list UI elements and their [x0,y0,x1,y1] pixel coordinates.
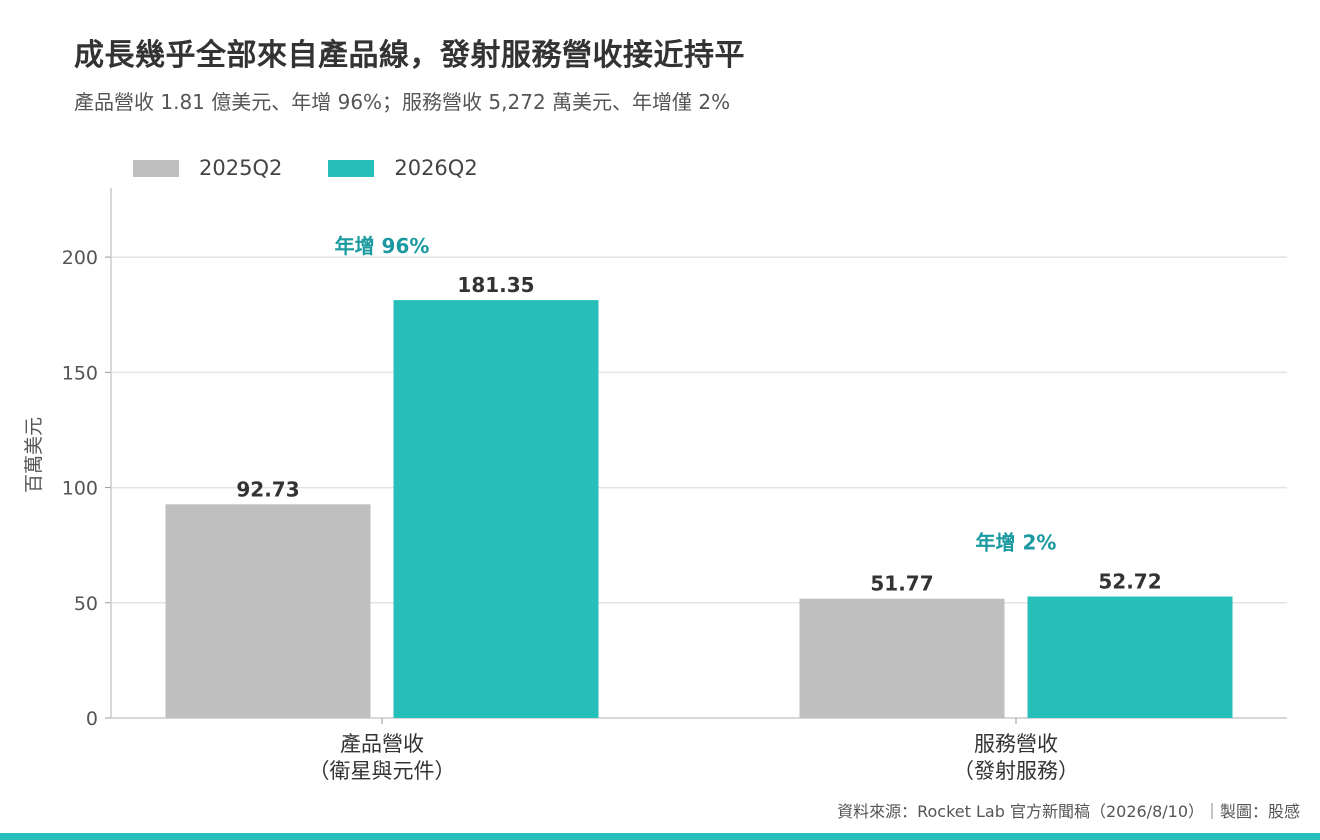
bar-2026q2-service [1027,596,1233,718]
data-label-2026q2-service: 52.72 [1098,570,1161,594]
yoy-annotation-service: 年增 2% [976,531,1057,555]
category-sublabel-product: （衛星與元件） [309,759,456,783]
y-axis-label: 百萬美元 [23,417,45,493]
category-sublabel-service: （發射服務） [953,759,1079,783]
legend-label-2026q2: 2026Q2 [394,156,478,180]
data-label-2025q2-product: 92.73 [236,477,299,501]
legend-item-2026q2: 2026Q2 [328,156,478,180]
data-label-2026q2-product: 181.35 [457,273,534,297]
category-label-product: 產品營收 [340,732,424,756]
yoy-annotation-product: 年增 96% [335,234,430,258]
data-label-2025q2-service: 51.77 [870,572,933,596]
bar-2026q2-product [393,300,599,718]
chart-subtitle: 產品營收 1.81 億美元、年增 96%；服務營收 5,272 萬美元、年增僅 … [74,90,731,114]
bar-2025q2-product [165,504,371,718]
source-note: 資料來源：Rocket Lab 官方新聞稿（2026/8/10）｜製圖：股感 [837,802,1300,821]
y-tick-label-50: 50 [74,593,98,615]
y-tick-label-150: 150 [62,362,98,384]
chart-title: 成長幾乎全部來自產品線，發射服務營收接近持平 [74,38,745,73]
legend-item-2025q2: 2025Q2 [133,156,282,180]
legend-swatch-2026q2 [328,159,375,177]
bar-2025q2-service [799,598,1005,718]
y-tick-label-0: 0 [86,708,98,730]
y-tick-label-200: 200 [62,247,98,269]
legend: 2025Q2 2026Q2 [133,154,524,182]
bottom-accent-bar [0,833,1320,840]
legend-swatch-2025q2 [133,159,179,177]
y-tick-label-100: 100 [62,478,98,500]
legend-label-2025q2: 2025Q2 [199,156,283,180]
category-label-service: 服務營收 [974,732,1058,756]
